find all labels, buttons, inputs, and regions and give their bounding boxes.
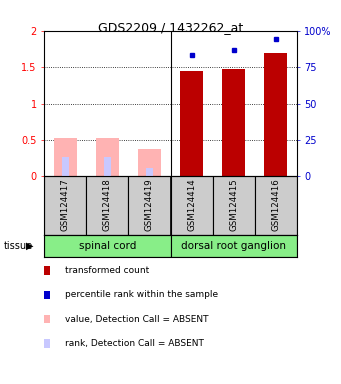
Text: value, Detection Call = ABSENT: value, Detection Call = ABSENT (65, 314, 208, 324)
Text: spinal cord: spinal cord (79, 241, 136, 251)
Bar (146, 168, 153, 176)
Bar (180, 71, 203, 176)
Text: tissue: tissue (3, 241, 32, 251)
Bar (54, 139, 77, 176)
Text: ▶: ▶ (26, 241, 33, 251)
Text: GSM124419: GSM124419 (145, 178, 154, 231)
Bar (129, 176, 170, 235)
Text: percentile rank within the sample: percentile rank within the sample (65, 290, 218, 300)
Text: GSM124415: GSM124415 (229, 178, 238, 231)
Bar (170, 235, 297, 257)
Bar (62, 157, 69, 176)
Text: GSM124418: GSM124418 (103, 178, 112, 231)
Bar (170, 176, 212, 235)
Text: rank, Detection Call = ABSENT: rank, Detection Call = ABSENT (65, 339, 204, 348)
Text: GSM124416: GSM124416 (271, 178, 280, 231)
Text: GSM124414: GSM124414 (187, 178, 196, 231)
Text: GDS2209 / 1432262_at: GDS2209 / 1432262_at (98, 21, 243, 34)
Bar (222, 70, 245, 176)
Bar (44, 235, 170, 257)
Bar (264, 53, 287, 176)
Text: GSM124417: GSM124417 (61, 178, 70, 231)
Text: dorsal root ganglion: dorsal root ganglion (181, 241, 286, 251)
Bar (44, 176, 86, 235)
Bar (104, 157, 111, 176)
Bar (138, 149, 161, 176)
Text: transformed count: transformed count (65, 266, 149, 275)
Bar (86, 176, 129, 235)
Bar (255, 176, 297, 235)
Bar (96, 139, 119, 176)
Bar (212, 176, 255, 235)
